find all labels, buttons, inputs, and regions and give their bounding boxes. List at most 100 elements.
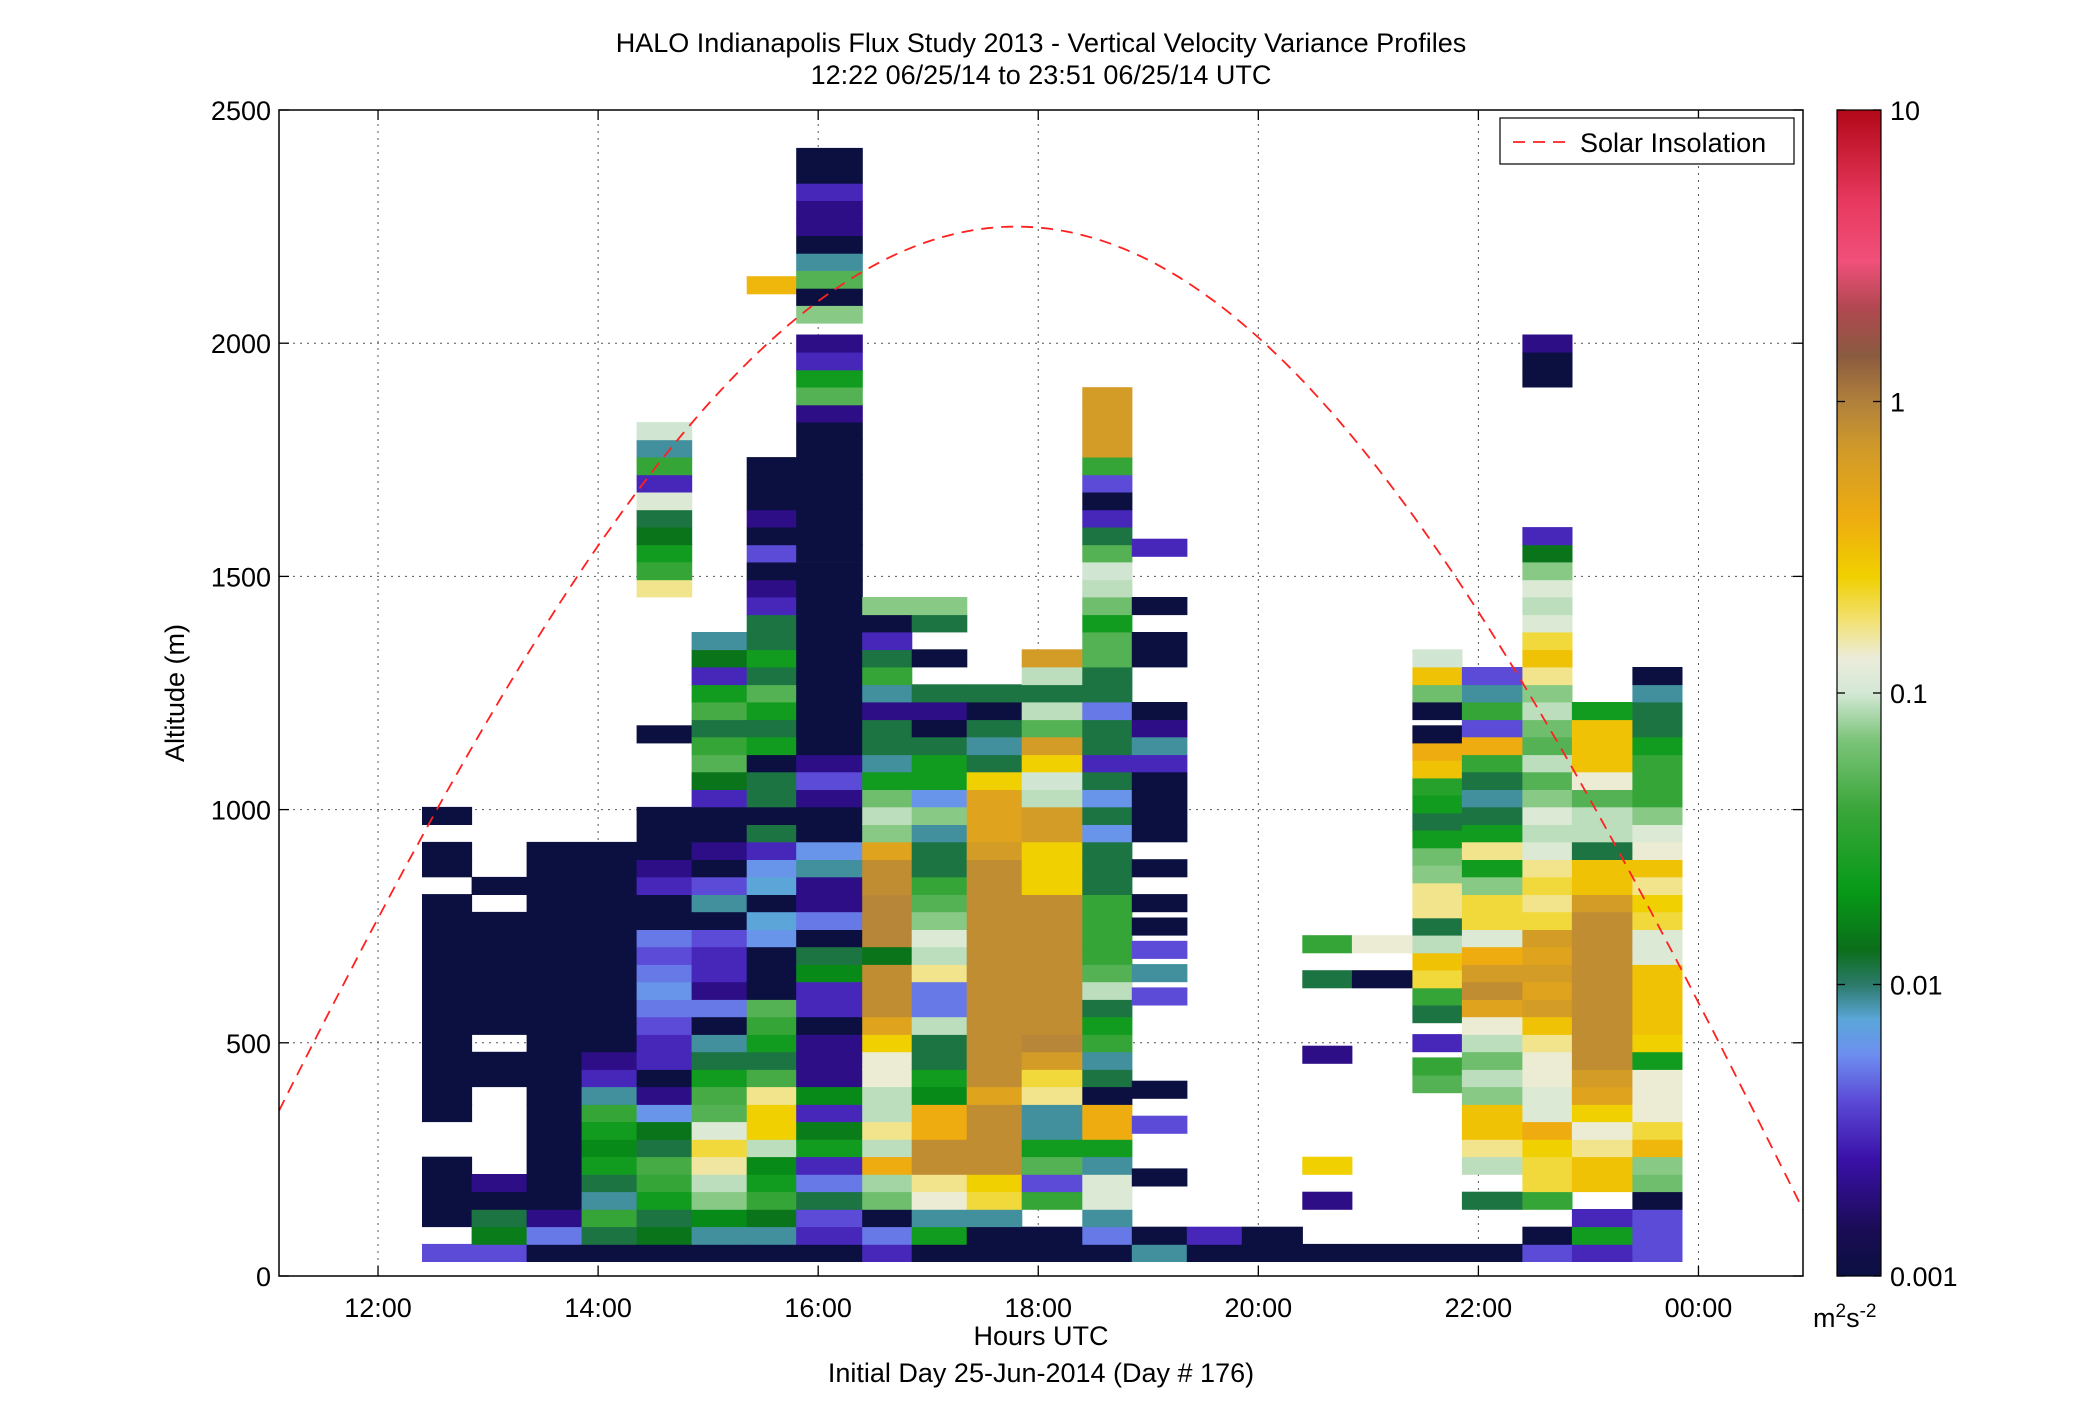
heatmap-cell: [636, 999, 693, 1018]
heatmap-cell: [636, 1156, 693, 1175]
heatmap-cell: [796, 1209, 863, 1228]
heatmap-cell: [796, 352, 863, 371]
x-tick-label: 16:00: [784, 1293, 852, 1323]
heatmap-cell: [1131, 1168, 1188, 1187]
heatmap-cell: [691, 702, 748, 721]
heatmap-cell: [862, 614, 913, 633]
heatmap-cell: [1021, 946, 1083, 965]
heatmap-cell: [1082, 964, 1133, 983]
heatmap-cell: [966, 824, 1023, 843]
heatmap-cell: [636, 422, 693, 441]
heatmap-cell: [471, 981, 528, 1000]
heatmap-cell: [1412, 1005, 1463, 1024]
heatmap-cell: [1021, 806, 1083, 825]
heatmap-cell: [746, 1104, 797, 1123]
heatmap-cell: [526, 1191, 583, 1210]
heatmap-cell: [526, 876, 583, 895]
heatmap-cell: [1131, 789, 1188, 808]
heatmap-cell: [1082, 457, 1133, 476]
heatmap-cell: [1522, 667, 1573, 686]
colorbar-tick-label: 0.001: [1890, 1262, 1958, 1292]
heatmap-cell: [691, 999, 748, 1018]
heatmap-cell: [1632, 964, 1683, 983]
heatmap-cell: [526, 964, 583, 983]
heatmap-cell: [691, 859, 748, 878]
heatmap-cell: [746, 457, 797, 476]
heatmap-cell: [796, 1069, 863, 1088]
heatmap-cell: [1021, 1016, 1083, 1035]
heatmap-cell: [1461, 859, 1523, 878]
heatmap-cell: [862, 1243, 913, 1262]
heatmap-cell: [691, 964, 748, 983]
heatmap-cell: [581, 841, 638, 860]
colorbar-tick-label: 1: [1890, 388, 1905, 418]
heatmap-cell: [796, 235, 863, 254]
heatmap-cell: [1412, 847, 1463, 866]
heatmap-cell: [422, 999, 473, 1018]
heatmap-cell: [1131, 894, 1188, 913]
heatmap-cell: [1412, 1034, 1463, 1053]
heatmap-cell: [1082, 1174, 1133, 1193]
heatmap-cell: [796, 894, 863, 913]
heatmap-cell: [966, 702, 1023, 721]
y-tick-label: 2000: [211, 329, 271, 359]
heatmap-cell: [1522, 841, 1573, 860]
heatmap-cell: [911, 894, 968, 913]
heatmap-cell: [966, 1156, 1023, 1175]
heatmap-cell: [746, 632, 797, 651]
heatmap-cell: [691, 1086, 748, 1105]
heatmap-cell: [862, 1191, 913, 1210]
heatmap-cell: [966, 981, 1023, 1000]
heatmap-cell: [1021, 1139, 1083, 1158]
heatmap-cell: [911, 597, 968, 616]
heatmap-cell: [1082, 824, 1133, 843]
heatmap-cell: [862, 806, 913, 825]
x-axis-label: Hours UTC: [973, 1321, 1108, 1351]
heatmap-cell: [1021, 824, 1083, 843]
heatmap-cell: [796, 1034, 863, 1053]
heatmap-cell: [796, 1226, 863, 1245]
heatmap-cell: [796, 217, 863, 236]
heatmap-cell: [422, 981, 473, 1000]
heatmap-cell: [1412, 935, 1463, 954]
y-tick-label: 1000: [211, 796, 271, 826]
x-axis-ticks: 12:00 14:00 16:00 18:00 20:00 22:00 00:00: [344, 110, 1732, 1323]
heatmap-cell: [862, 911, 913, 930]
heatmap-cell: [1131, 917, 1188, 936]
heatmap-cell: [911, 614, 968, 633]
heatmap-cell: [966, 1174, 1023, 1193]
heatmap-cell: [796, 614, 863, 633]
heatmap-cell: [862, 999, 913, 1018]
heatmap-cell: [1571, 946, 1633, 965]
heatmap-cell: [422, 946, 473, 965]
heatmap-cell: [1632, 719, 1683, 738]
heatmap-cell: [422, 1191, 473, 1210]
heatmap-cell: [796, 404, 863, 423]
heatmap-cell: [796, 492, 863, 511]
legend: Solar Insolation: [1499, 117, 1795, 165]
heatmap-cell: [911, 824, 968, 843]
heatmap-cell: [1021, 876, 1083, 895]
heatmap-cell: [862, 1051, 913, 1070]
heatmap-cell: [966, 894, 1023, 913]
heatmap-cell: [1632, 1191, 1683, 1210]
heatmap-cell: [746, 1069, 797, 1088]
heatmap-cell: [1021, 1069, 1083, 1088]
heatmap-cell: [746, 754, 797, 773]
heatmap-cell: [1632, 876, 1683, 895]
heatmap-cell: [1082, 684, 1133, 703]
heatmap-cell: [691, 1051, 748, 1070]
heatmap-cell: [746, 1174, 797, 1193]
heatmap-cell: [581, 1226, 638, 1245]
heatmap-cell: [796, 439, 863, 458]
heatmap-cell: [526, 859, 583, 878]
heatmap-cell: [471, 999, 528, 1018]
heatmap-cell: [911, 719, 968, 738]
heatmap-cell: [796, 1243, 863, 1262]
heatmap-cell: [911, 1139, 968, 1158]
heatmap-cell: [966, 1243, 1023, 1262]
heatmap-cell: [746, 1086, 797, 1105]
heatmap-cell: [1241, 1226, 1303, 1245]
heatmap-cell: [1522, 911, 1573, 930]
heatmap-cell: [1571, 1051, 1633, 1070]
